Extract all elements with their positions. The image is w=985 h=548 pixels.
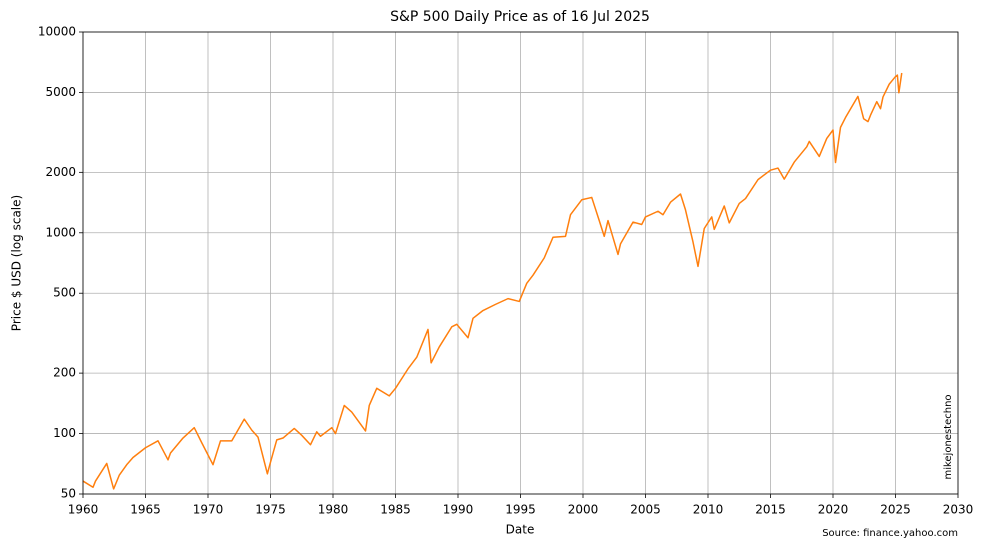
x-tick-label: 1990: [443, 503, 474, 517]
y-tick-label: 5000: [45, 85, 76, 99]
y-axis-label: Price $ USD (log scale): [10, 195, 24, 331]
x-tick-label: 1995: [505, 503, 536, 517]
x-tick-label: 1985: [380, 503, 411, 517]
y-tick-label: 50: [61, 487, 76, 501]
y-tick-label: 100: [53, 426, 76, 440]
price-line: [82, 72, 903, 490]
plot-frame: [82, 31, 959, 495]
x-tick-label: 1980: [318, 503, 349, 517]
x-tick-label: 1975: [255, 503, 286, 517]
x-tick-label: 2005: [630, 503, 661, 517]
x-tick-label: 2030: [943, 503, 974, 517]
x-tick-label: 2020: [818, 503, 849, 517]
x-tick-label: 2000: [568, 503, 599, 517]
x-tick-label: 1970: [193, 503, 224, 517]
y-tick-label: 500: [53, 286, 76, 300]
x-tick-label: 2010: [693, 503, 724, 517]
x-axis-label: Date: [506, 523, 535, 537]
x-tick-label: 1960: [68, 503, 99, 517]
x-tick-label: 1965: [130, 503, 161, 517]
y-tick-label: 200: [53, 366, 76, 380]
chart-title: S&P 500 Daily Price as of 16 Jul 2025: [390, 9, 650, 25]
source-note: Source: finance.yahoo.com: [822, 528, 958, 539]
y-tick-label: 1000: [45, 225, 76, 239]
x-tick-label: 2015: [755, 503, 786, 517]
x-tick-label: 2025: [880, 503, 911, 517]
watermark: mikejonestechno: [943, 394, 954, 479]
y-tick-label: 2000: [45, 165, 76, 179]
y-tick-label: 10000: [38, 25, 76, 39]
